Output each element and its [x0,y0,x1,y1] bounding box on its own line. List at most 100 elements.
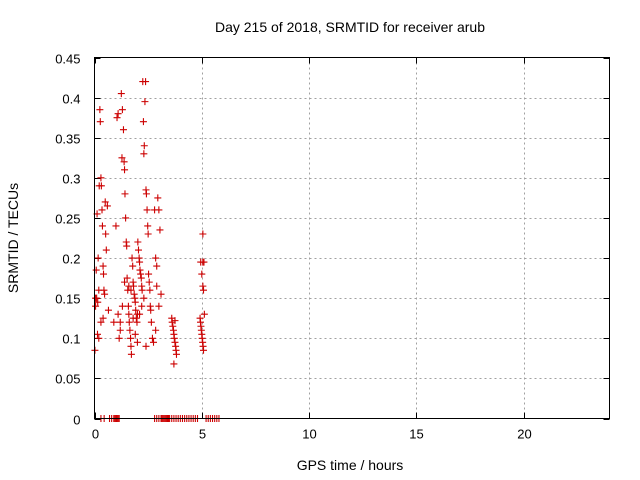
data-point [92,294,100,302]
data-point [137,274,145,282]
data-point [142,190,150,198]
data-point [97,174,105,182]
data-point [172,350,180,358]
data-point [118,106,126,114]
data-point [153,262,161,270]
data-point [127,342,135,350]
data-point [114,110,122,118]
x-tick-label: 15 [409,427,423,442]
y-tick-label: 0.3 [62,172,80,187]
y-tick-label: 0.4 [62,92,80,107]
data-point [157,290,165,298]
data-point [133,318,141,326]
data-point [138,302,146,310]
data-point [99,314,107,322]
data-points [91,78,223,422]
plot-frame [94,57,610,419]
data-point [112,222,120,230]
data-point [155,206,163,214]
data-point [122,214,130,222]
x-tick-label: 5 [199,427,206,442]
data-point [139,118,147,126]
y-tick-label: 0.1 [62,332,80,347]
data-point [171,338,179,346]
data-point [136,266,144,274]
data-point [113,114,121,122]
y-tick-label: 0.35 [55,132,80,147]
data-point [121,278,129,286]
data-point [147,318,155,326]
data-point [140,142,148,150]
data-point [154,194,162,202]
data-point [126,326,134,334]
data-point [128,254,136,262]
y-tick-label: 0.2 [62,252,80,267]
data-point [125,310,133,318]
data-point [155,302,163,310]
data-point [140,294,148,302]
data-point [199,230,207,238]
data-point [136,310,144,318]
data-point [130,290,138,298]
data-point [101,198,109,206]
data-point [99,262,107,270]
data-point [121,190,129,198]
data-point [98,206,106,214]
data-point [102,230,110,238]
data-point [171,317,179,325]
data-point [95,334,103,342]
data-point [127,286,135,294]
data-point [147,306,155,314]
data-point [146,286,154,294]
y-tick-label: 0.15 [55,292,80,307]
data-point [156,226,164,234]
x-tick-label: 20 [517,427,531,442]
data-point [98,222,106,230]
data-point [125,318,133,326]
data-point [138,286,146,294]
data-point [102,246,110,254]
data-point [137,270,145,278]
data-point [144,230,152,238]
data-point [92,266,100,274]
data-point [127,334,135,342]
data-point [143,206,151,214]
data-point [145,270,153,278]
data-point [145,278,153,286]
data-point [142,342,150,350]
data-point [119,126,127,134]
data-point [170,334,178,342]
data-point [121,166,129,174]
data-point [120,158,128,166]
data-point [132,306,140,314]
x-tick-label: 0 [92,427,99,442]
data-point [116,318,124,326]
data-point [129,314,137,322]
grid [94,57,610,419]
data-point [200,310,208,318]
data-point [169,322,177,330]
data-point [134,238,142,246]
data-point [124,302,132,310]
data-point [148,334,156,342]
data-point [129,262,137,270]
data-point [131,298,139,306]
data-point [197,258,205,266]
data-point [100,286,108,294]
data-point [152,254,160,262]
data-point [200,286,208,294]
data-point [199,282,207,290]
data-point [133,338,141,346]
y-tick-label: 0 [73,413,80,428]
data-point [141,98,149,106]
data-point [104,306,112,314]
chart-title: Day 215 of 2018, SRMTID for receiver aru… [215,19,485,35]
data-point [97,182,105,190]
data-point [97,318,105,326]
data-point [125,282,133,290]
y-tick-label: 0.45 [55,52,80,67]
data-point [110,318,118,326]
data-point [198,270,206,278]
axis-ticks [94,57,610,420]
